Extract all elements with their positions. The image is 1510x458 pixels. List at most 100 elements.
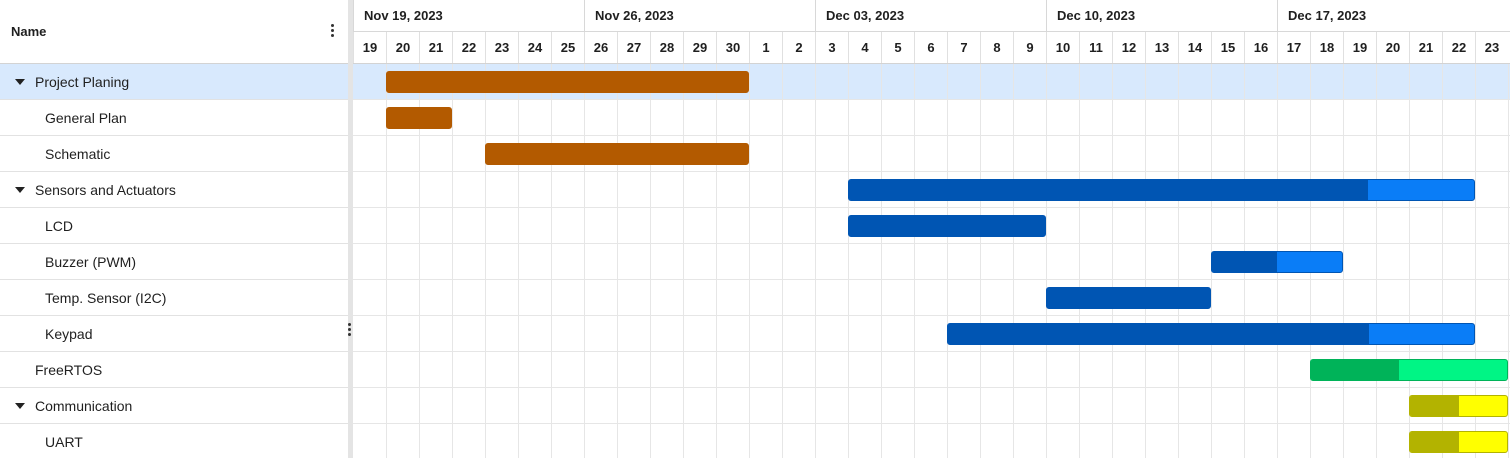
task-progress-fill bbox=[849, 216, 1045, 236]
task-bar[interactable] bbox=[848, 215, 1046, 237]
task-grid-header: Name bbox=[0, 0, 348, 64]
day-gridline bbox=[815, 64, 816, 458]
task-name: Communication bbox=[35, 398, 133, 414]
task-name: General Plan bbox=[45, 110, 127, 126]
day-header-cell: 12 bbox=[1112, 32, 1145, 63]
day-gridline bbox=[518, 64, 519, 458]
day-gridline bbox=[947, 64, 948, 458]
timeline-row bbox=[353, 172, 1510, 208]
task-row[interactable]: Sensors and Actuators bbox=[0, 172, 348, 208]
day-header-cell: 1 bbox=[749, 32, 782, 63]
timeline-grid bbox=[353, 64, 1510, 458]
task-progress-fill bbox=[1410, 396, 1459, 416]
task-row[interactable]: Temp. Sensor (I2C) bbox=[0, 280, 348, 316]
day-header-cell: 28 bbox=[650, 32, 683, 63]
task-row[interactable]: UART bbox=[0, 424, 348, 458]
day-header-cell: 22 bbox=[1442, 32, 1475, 63]
drag-handle-icon[interactable] bbox=[346, 321, 354, 339]
task-bar[interactable] bbox=[947, 323, 1475, 345]
day-header-cell: 25 bbox=[551, 32, 584, 63]
timeline-row bbox=[353, 352, 1510, 388]
day-header-cell: 10 bbox=[1046, 32, 1079, 63]
caret-down-icon[interactable] bbox=[15, 187, 25, 193]
day-header-cell: 23 bbox=[1475, 32, 1508, 63]
day-header-cell: 13 bbox=[1145, 32, 1178, 63]
timeline-row bbox=[353, 100, 1510, 136]
task-bar[interactable] bbox=[386, 107, 452, 129]
task-name: Temp. Sensor (I2C) bbox=[45, 290, 167, 306]
task-progress-fill bbox=[387, 72, 748, 92]
day-header-cell: 7 bbox=[947, 32, 980, 63]
day-header-cell: 19 bbox=[353, 32, 386, 63]
task-name: Project Planing bbox=[35, 74, 130, 90]
day-header-cell: 15 bbox=[1211, 32, 1244, 63]
day-header-cell: 5 bbox=[881, 32, 914, 63]
day-gridline bbox=[1508, 64, 1509, 458]
task-name: Sensors and Actuators bbox=[35, 182, 176, 198]
day-header-cell: 23 bbox=[485, 32, 518, 63]
task-row[interactable]: Keypad bbox=[0, 316, 348, 352]
column-menu-icon[interactable] bbox=[326, 20, 340, 42]
day-gridline bbox=[1178, 64, 1179, 458]
week-header-cell: Dec 17, 2023 bbox=[1277, 0, 1508, 31]
task-row[interactable]: General Plan bbox=[0, 100, 348, 136]
task-name: Schematic bbox=[45, 146, 111, 162]
task-bar[interactable] bbox=[386, 71, 749, 93]
task-row[interactable]: Buzzer (PWM) bbox=[0, 244, 348, 280]
timeline-day-header: 19 20 21 22 23 24 25 26 27 28 29 30 1 2 3 4 5 6 7 8 9 10 11 12 1… bbox=[353, 32, 1510, 64]
day-header-cell: 22 bbox=[452, 32, 485, 63]
timeline-row bbox=[353, 280, 1510, 316]
day-gridline bbox=[716, 64, 717, 458]
task-bar[interactable] bbox=[485, 143, 749, 165]
day-header-cell: 20 bbox=[1376, 32, 1409, 63]
timeline-week-header: Nov 19, 2023 Nov 26, 2023 Dec 03, 2023 Dec … bbox=[353, 0, 1510, 32]
task-progress-fill bbox=[849, 180, 1368, 200]
week-header-cell: Nov 26, 2023 bbox=[584, 0, 815, 31]
day-gridline bbox=[1145, 64, 1146, 458]
day-header-cell: 4 bbox=[848, 32, 881, 63]
task-progress-fill bbox=[486, 144, 748, 164]
week-header-cell: Nov 19, 2023 bbox=[353, 0, 584, 31]
day-gridline bbox=[848, 64, 849, 458]
day-header-cell: 6 bbox=[914, 32, 947, 63]
day-gridline bbox=[1079, 64, 1080, 458]
task-bar[interactable] bbox=[1211, 251, 1343, 273]
task-row[interactable]: LCD bbox=[0, 208, 348, 244]
task-bar[interactable] bbox=[1409, 431, 1508, 453]
day-gridline bbox=[1475, 64, 1476, 458]
task-row[interactable]: FreeRTOS bbox=[0, 352, 348, 388]
day-gridline bbox=[452, 64, 453, 458]
day-header-cell: 30 bbox=[716, 32, 749, 63]
task-row[interactable]: Project Planing bbox=[0, 64, 348, 100]
day-header-cell: 19 bbox=[1343, 32, 1376, 63]
task-progress-fill bbox=[1047, 288, 1210, 308]
day-header-cell: 8 bbox=[980, 32, 1013, 63]
name-column-header[interactable]: Name bbox=[11, 24, 47, 39]
task-row[interactable]: Communication bbox=[0, 388, 348, 424]
task-bar[interactable] bbox=[1046, 287, 1211, 309]
task-bar[interactable] bbox=[1409, 395, 1508, 417]
day-header-cell: 20 bbox=[386, 32, 419, 63]
day-header-cell: 2 bbox=[782, 32, 815, 63]
task-bar[interactable] bbox=[1310, 359, 1508, 381]
day-gridline bbox=[881, 64, 882, 458]
panel-splitter[interactable] bbox=[348, 0, 353, 458]
caret-down-icon[interactable] bbox=[15, 403, 25, 409]
week-label: Nov 26, 2023 bbox=[595, 8, 674, 23]
caret-down-icon[interactable] bbox=[15, 79, 25, 85]
day-header-cell: 24 bbox=[518, 32, 551, 63]
day-header-cell: 16 bbox=[1244, 32, 1277, 63]
timeline-row bbox=[353, 136, 1510, 172]
task-row[interactable]: Schematic bbox=[0, 136, 348, 172]
day-header-cell: 29 bbox=[683, 32, 716, 63]
day-gridline bbox=[1013, 64, 1014, 458]
task-bar[interactable] bbox=[848, 179, 1475, 201]
day-gridline bbox=[1343, 64, 1344, 458]
task-progress-fill bbox=[1311, 360, 1400, 380]
day-header-cell: 11 bbox=[1079, 32, 1112, 63]
task-name: Buzzer (PWM) bbox=[45, 254, 136, 270]
day-header-cell: 14 bbox=[1178, 32, 1211, 63]
day-gridline bbox=[980, 64, 981, 458]
week-label: Dec 03, 2023 bbox=[826, 8, 905, 23]
day-gridline bbox=[1442, 64, 1443, 458]
